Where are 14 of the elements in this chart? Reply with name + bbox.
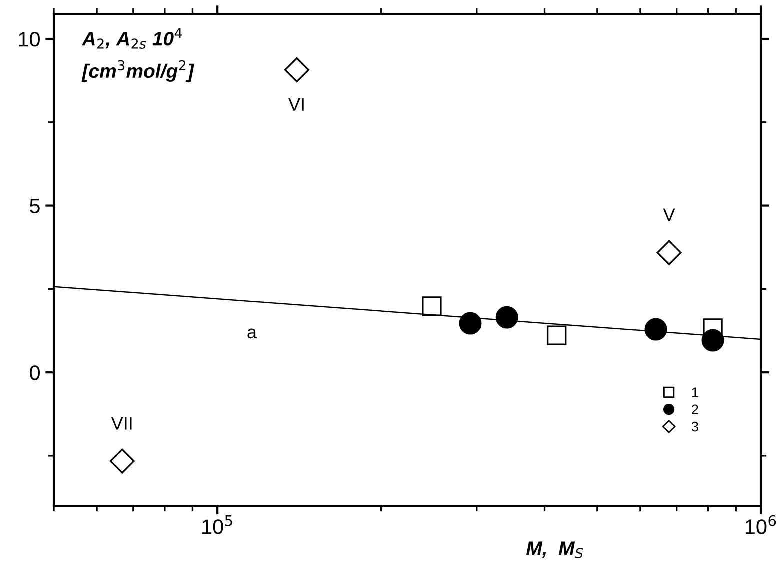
- y-tick-label: 10: [19, 32, 40, 47]
- x-axis-title: M, M$_{S}$: [526, 542, 584, 558]
- x-tick-label: 10$^{6}$: [746, 515, 776, 534]
- legend-label: 3: [692, 422, 698, 432]
- annotation: VI: [288, 98, 304, 111]
- annotation: a: [248, 328, 257, 339]
- text: A$_{2}$, A$_{2s}$ 10$^{4}$ [cm$^{3}$mol/g$^{2}$]: [82, 28, 194, 82]
- legend-label: 1: [692, 388, 698, 398]
- annotation: VII: [111, 417, 132, 430]
- y-tick-label: 5: [30, 199, 40, 214]
- y-tick-label: 0: [30, 366, 40, 380]
- x-tick-label: 10$^{5}$: [202, 516, 232, 534]
- annotation: V: [663, 208, 676, 222]
- legend-label: 2: [692, 404, 698, 414]
